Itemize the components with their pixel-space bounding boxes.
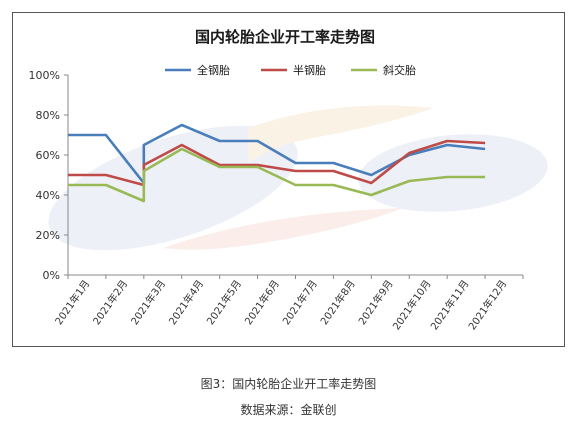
chart-frame: 国内轮胎企业开工率走势图 全钢胎 半钢胎 斜交胎 0% 20% 40% 60% 80% 100… [12,12,565,347]
series-layer [68,123,486,203]
y-tick-label: 80% [36,109,60,122]
x-tick-label: 2021年8月 [317,277,357,327]
legend-label: 斜交胎 [383,63,416,77]
y-tick-label: 60% [36,149,60,162]
y-tick-label: 100% [29,69,60,82]
x-tick-label: 2021年11月 [428,277,472,332]
y-tick-label: 20% [36,229,60,242]
x-tick-label: 2021年7月 [280,277,320,327]
y-tick-label: 40% [36,189,60,202]
x-tick-label: 2021年9月 [355,277,395,327]
y-tick-label: 0% [43,269,60,282]
x-tick-label: 2021年2月 [90,277,130,327]
watermark-logo [48,105,548,251]
legend-label: 全钢胎 [197,63,230,77]
chart-title: 国内轮胎企业开工率走势图 [195,28,375,46]
line-chart: 国内轮胎企业开工率走势图 全钢胎 半钢胎 斜交胎 0% 20% 40% 60% 80% 100… [29,28,548,332]
source-caption: 数据来源：金联创 [240,403,337,417]
legend-label: 半钢胎 [293,63,326,77]
x-tick-label: 2021年6月 [242,277,282,327]
figure-caption: 图3：国内轮胎企业开工率走势图 [200,377,377,391]
legend: 全钢胎 半钢胎 斜交胎 [165,63,416,77]
x-tick-label: 2021年12月 [465,277,509,332]
x-tick-label: 2021年5月 [204,277,244,327]
x-tick-label: 2021年10月 [390,277,434,332]
x-tick-label: 2021年1月 [52,277,92,327]
x-tick-label: 2021年3月 [128,277,168,327]
series-line [68,147,486,203]
x-tick-label: 2021年4月 [166,277,206,327]
